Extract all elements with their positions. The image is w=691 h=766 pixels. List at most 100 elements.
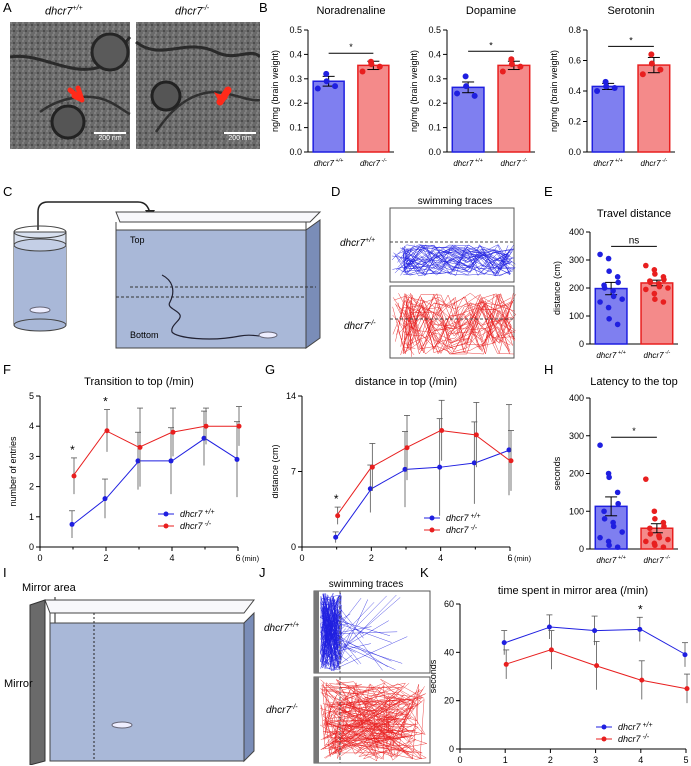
category-label: dhcr7 -/- [644, 350, 671, 360]
y-tick-label: 0.1 [428, 123, 441, 133]
trace-path [401, 301, 512, 341]
trace-path [327, 693, 406, 752]
fish-icon [258, 331, 278, 339]
y-tick-label: 0.4 [568, 86, 581, 96]
data-point [335, 513, 341, 519]
trace-path [395, 247, 511, 276]
y-tick-label: 0.4 [289, 49, 302, 59]
trace-path [409, 293, 515, 353]
x-tick-label: 4 [169, 553, 174, 563]
category-label: dhcr7 -/- [644, 555, 671, 565]
trace-path [325, 684, 423, 761]
trace-path [403, 244, 510, 272]
trace-path [319, 613, 351, 665]
y-tick-label: 2 [29, 482, 34, 492]
scale-bar-label: 200 nm [228, 135, 252, 142]
trace-path [322, 597, 392, 669]
trace-path [321, 690, 426, 753]
trace-path [399, 293, 516, 344]
data-point [605, 255, 612, 262]
chart-travel-distance: Travel distance distance (cm) 0 100 200 300 40… [552, 208, 678, 360]
panel-d-traces: swimming traces dhcr7+/+ dhcr7-/- [340, 196, 517, 359]
fish-icon [29, 306, 51, 314]
legend-marker [429, 527, 435, 533]
data-point [501, 640, 507, 646]
bar [357, 64, 390, 153]
y-axis-label: seconds [430, 659, 438, 693]
data-point [619, 529, 625, 535]
trace-path [397, 295, 512, 354]
trace-path [404, 248, 516, 273]
chart-distance-in-top: distance in top (/min) distance (cm) 0 7 14 0… [272, 376, 532, 563]
data-point [234, 456, 240, 462]
y-tick-label: 0.0 [428, 147, 441, 157]
trace-path [319, 601, 408, 669]
data-point [647, 525, 653, 532]
data-point [652, 296, 658, 302]
scale-bar-label: 200 nm [98, 135, 122, 142]
trace-path [403, 246, 514, 273]
bar [637, 64, 671, 153]
y-tick-label: 0.5 [289, 25, 302, 35]
data-point [643, 262, 649, 269]
x-tick-label: 6 [507, 553, 512, 563]
trace-path [325, 709, 361, 759]
data-point [606, 268, 612, 274]
trace-path [402, 293, 515, 355]
chart-dopamine: Dopamine ng/mg (brain weight) 0.0 0.1 0.2 0.3… [409, 5, 535, 168]
fish-icon [111, 721, 133, 729]
trace-path [392, 297, 512, 355]
y-tick-label: 0.8 [568, 25, 581, 35]
significance-label: * [629, 35, 633, 45]
x-tick-label: 4 [438, 553, 443, 563]
trace-lines-wt [391, 244, 516, 277]
y-tick-label: 14 [286, 391, 296, 401]
trace-path [402, 246, 510, 275]
trace-path [322, 687, 400, 747]
data-point [648, 51, 655, 58]
data-point [660, 299, 667, 305]
panel-label-k: K [420, 565, 429, 580]
y-tick-label: 400 [569, 393, 584, 403]
traces-title: swimming traces [418, 196, 492, 207]
legend-label: dhcr7 -/- [446, 525, 478, 535]
x-tick-label: 1 [503, 755, 508, 765]
data-point [597, 251, 603, 258]
trace-path [328, 686, 427, 760]
mirror-panel [29, 599, 46, 765]
data-point [648, 60, 655, 67]
panel-label-h: H [544, 362, 554, 377]
trace-path [406, 293, 510, 355]
chart-serotonin: Serotonin ng/mg (brain weight) 0.0 0.2 0.4 0.… [549, 5, 675, 168]
data-point [652, 516, 658, 522]
y-tick-label: 0.0 [568, 147, 581, 157]
y-tick-label: 300 [569, 255, 584, 265]
data-point [647, 531, 654, 537]
trace-lines-wt [319, 592, 408, 672]
legend-marker [601, 736, 607, 742]
beaker [13, 225, 67, 332]
trace-lines-ko [319, 678, 428, 762]
trace-path [323, 710, 412, 759]
category-label: dhcr7 +/+ [453, 158, 483, 168]
data-point [684, 686, 690, 692]
chart-latency: Latency to the top seconds 0 100 200 300 400 dh… [552, 376, 678, 565]
series-line [336, 449, 511, 538]
data-point [614, 489, 621, 496]
category-label: dhcr7 +/+ [596, 350, 626, 360]
data-point [203, 423, 209, 429]
data-point [603, 83, 610, 90]
data-point [503, 661, 509, 667]
y-axis-label: number of entries [8, 436, 18, 507]
data-point [610, 523, 617, 530]
data-point [611, 84, 618, 91]
y-tick-label: 100 [569, 311, 584, 321]
data-point [615, 500, 621, 507]
trace-path [404, 246, 512, 268]
data-point [682, 652, 688, 658]
em-image-ko: 200 nm [135, 22, 260, 149]
data-point [376, 63, 383, 70]
trace-path [404, 255, 509, 276]
panel-label-c: C [3, 184, 13, 199]
data-point [605, 304, 612, 311]
